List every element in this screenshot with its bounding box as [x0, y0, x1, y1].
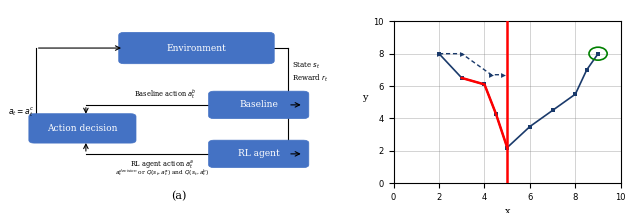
Y-axis label: y: y: [362, 93, 368, 102]
Text: RL agent: RL agent: [238, 149, 280, 158]
FancyBboxPatch shape: [29, 114, 136, 143]
FancyBboxPatch shape: [209, 140, 309, 168]
FancyBboxPatch shape: [119, 32, 275, 64]
Text: $a_t = a_t^c$: $a_t = a_t^c$: [8, 106, 35, 119]
Text: RL agent action $a_t^a$: RL agent action $a_t^a$: [130, 159, 194, 171]
FancyBboxPatch shape: [209, 91, 309, 119]
Text: Baseline action $a_t^b$: Baseline action $a_t^b$: [134, 87, 196, 101]
Text: Action decision: Action decision: [47, 124, 118, 133]
X-axis label: x: x: [504, 207, 510, 213]
Text: $a_t^{decision}$ or $Q(s_t, a_t^a)$ and $Q(s_t, a_t^b)$: $a_t^{decision}$ or $Q(s_t, a_t^a)$ and …: [115, 168, 209, 178]
Text: Environment: Environment: [166, 43, 227, 53]
Text: Baseline: Baseline: [239, 100, 278, 109]
Text: (a): (a): [172, 191, 187, 201]
Text: State $s_t$
Reward $r_t$: State $s_t$ Reward $r_t$: [292, 61, 328, 84]
